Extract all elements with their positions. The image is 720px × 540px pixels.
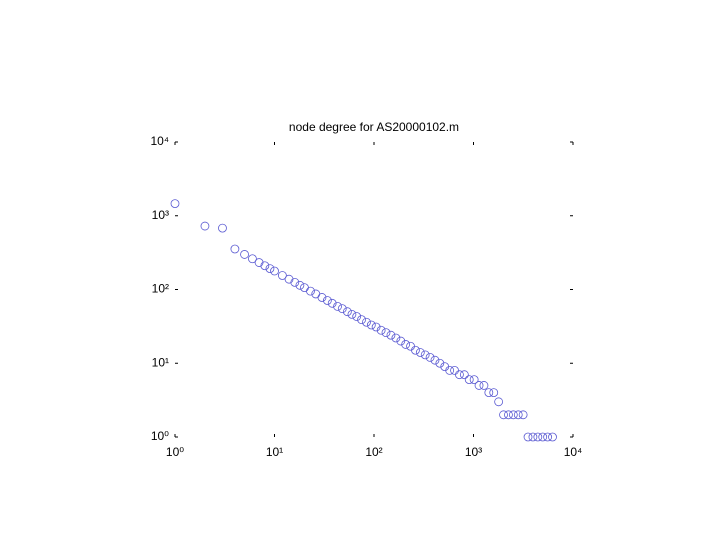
point: [254, 258, 264, 267]
point: [484, 388, 494, 397]
point: [430, 355, 440, 365]
point: [543, 432, 553, 442]
point: [396, 336, 406, 346]
point: [290, 277, 300, 287]
point: [391, 333, 401, 343]
x-tick-label: 10⁴: [564, 445, 583, 459]
x-tick-label: 10¹: [266, 445, 283, 459]
chart-title: node degree for AS20000102.m: [289, 120, 459, 134]
x-tick-label: 10³: [465, 445, 482, 459]
point: [284, 274, 294, 284]
point: [362, 317, 371, 327]
point: [538, 432, 548, 442]
point: [455, 370, 464, 380]
point: [533, 432, 543, 442]
point: [513, 410, 523, 420]
point: [248, 254, 257, 264]
point: [327, 298, 337, 308]
point: [420, 350, 430, 360]
point: [277, 271, 287, 280]
point: [371, 322, 381, 332]
point: [479, 381, 489, 390]
point: [240, 250, 249, 259]
point: [489, 388, 499, 397]
point: [170, 199, 180, 209]
point: [300, 283, 309, 293]
point: [357, 315, 366, 325]
y-tick-label: 10³: [152, 208, 169, 222]
point: [200, 221, 210, 231]
point: [459, 370, 469, 380]
point: [230, 244, 240, 254]
point: [342, 307, 352, 317]
point: [347, 309, 357, 319]
point: [494, 397, 504, 407]
point: [435, 358, 445, 368]
point: [518, 410, 528, 420]
point: [450, 365, 459, 375]
point: [265, 264, 275, 274]
point: [381, 328, 391, 338]
point: [406, 341, 415, 351]
point: [352, 312, 362, 321]
point: [366, 320, 376, 330]
point: [401, 340, 411, 349]
point: [508, 410, 518, 420]
point: [548, 432, 557, 442]
point: [218, 223, 227, 233]
point: [260, 261, 270, 271]
point: [528, 432, 538, 442]
x-tick-label: 10²: [365, 445, 382, 459]
point: [317, 293, 327, 302]
y-tick-label: 10¹: [152, 355, 169, 369]
point: [415, 348, 425, 357]
point: [322, 296, 332, 305]
y-tick-label: 10⁴: [150, 134, 169, 148]
point: [474, 381, 484, 390]
point: [333, 301, 342, 311]
point: [270, 266, 279, 276]
point: [504, 410, 513, 420]
point: [306, 286, 315, 296]
point: [499, 410, 508, 420]
point: [523, 432, 533, 442]
y-tick-label: 10²: [152, 282, 169, 296]
point: [464, 375, 474, 385]
point: [445, 365, 455, 375]
point: [337, 304, 347, 314]
point: [386, 330, 396, 340]
x-tick-label: 10⁰: [166, 445, 184, 459]
point: [411, 345, 420, 355]
point: [469, 375, 479, 385]
point: [425, 353, 435, 362]
point: [376, 325, 386, 335]
point: [295, 280, 305, 290]
y-tick-label: 10⁰: [151, 429, 169, 443]
